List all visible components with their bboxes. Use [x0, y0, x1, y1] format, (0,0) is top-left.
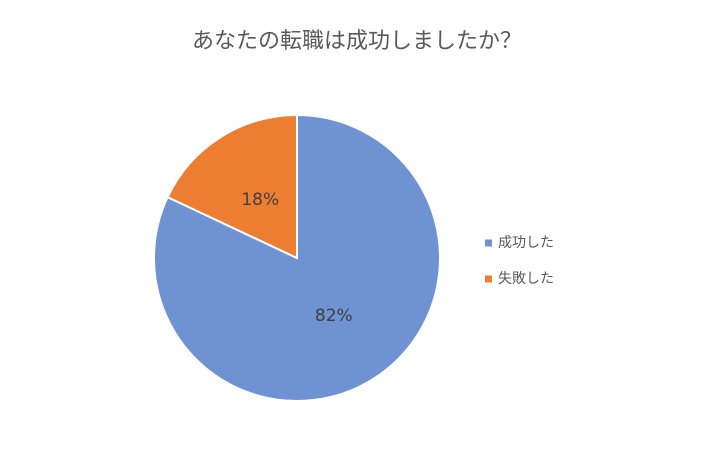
data-label: 18%: [241, 190, 279, 210]
legend-swatch: [485, 239, 492, 247]
legend-label: 失敗した: [498, 271, 554, 287]
pie-slice: [166, 113, 298, 260]
legend-label: 成功した: [498, 235, 554, 251]
data-label: 82%: [315, 306, 353, 326]
chart-title: あなたの転職は成功しましたか？: [192, 29, 522, 54]
legend-swatch: [485, 275, 492, 283]
